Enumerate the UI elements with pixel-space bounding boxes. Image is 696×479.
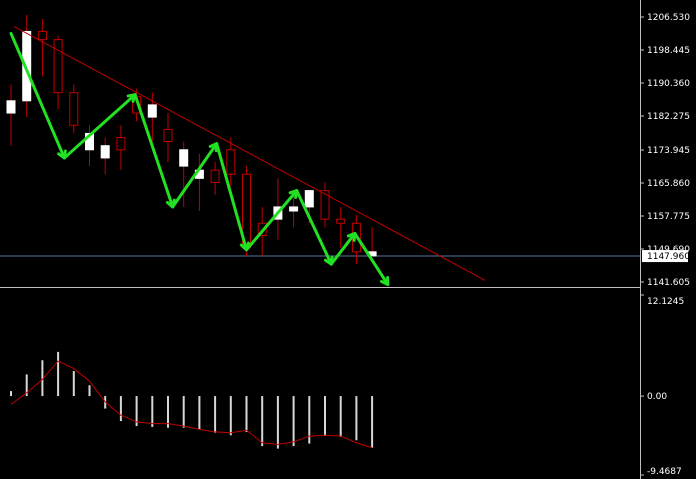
zigzag-segment (133, 93, 175, 209)
candle-bearish[interactable] (53, 39, 63, 94)
candle-bullish[interactable] (6, 100, 16, 114)
zigzag-segment (171, 142, 219, 209)
zigzag-segment (295, 189, 333, 266)
oscillator-tick-label: 0.00 (647, 392, 667, 402)
oscillator-tick-label: -9.4687 (647, 467, 682, 477)
candle-bullish[interactable] (100, 145, 110, 159)
candle-bearish[interactable] (210, 169, 220, 183)
zigzag-segment (329, 231, 357, 266)
candle-bearish[interactable] (226, 149, 236, 175)
price-panel[interactable] (0, 15, 640, 286)
zigzag-segment (353, 231, 390, 286)
zigzag-segment (215, 142, 248, 252)
candle-bearish[interactable] (69, 92, 79, 126)
price-tick-label: 1198.445 (647, 46, 690, 56)
candle-bearish[interactable] (37, 30, 47, 41)
price-tick-label: 1206.530 (647, 13, 690, 23)
price-tick-label: 1190.360 (647, 79, 690, 89)
candle-bearish[interactable] (336, 218, 346, 224)
candle-bearish[interactable] (116, 137, 126, 151)
price-axis: 1206.530 1198.445 1190.360 1182.275 1173.945… (640, 13, 690, 288)
current-price-box (642, 250, 688, 263)
zigzag-arrowhead (379, 275, 390, 286)
oscillator-tick-label: 12.1245 (647, 297, 684, 307)
current-price-label: 1147.960 (647, 252, 690, 262)
candle-bullish[interactable] (304, 190, 314, 208)
candle-bearish[interactable] (163, 128, 173, 143)
zigzag-segment (62, 93, 137, 160)
oscillator-axis: 12.1245 0.00 -9.4687 (640, 294, 684, 477)
candle-bullish[interactable] (147, 104, 157, 118)
candle-bullish[interactable] (289, 206, 299, 212)
price-tick-label: 1165.860 (647, 179, 690, 189)
candle-bearish[interactable] (320, 190, 330, 220)
resistance-trendline[interactable] (13, 26, 486, 281)
zigzag-segment (9, 31, 66, 160)
price-tick-label: 1141.605 (647, 278, 690, 288)
oscillator-panel[interactable] (10, 351, 374, 449)
price-tick-label: 1157.775 (647, 212, 690, 222)
price-tick-label: 1149.690 (647, 245, 690, 255)
candle-bullish[interactable] (22, 30, 32, 102)
signal-line (10, 360, 373, 449)
candle-bullish[interactable] (179, 149, 189, 167)
zigzag-segment (245, 189, 299, 252)
price-tick-label: 1173.945 (647, 146, 690, 156)
price-tick-label: 1182.275 (647, 112, 690, 122)
